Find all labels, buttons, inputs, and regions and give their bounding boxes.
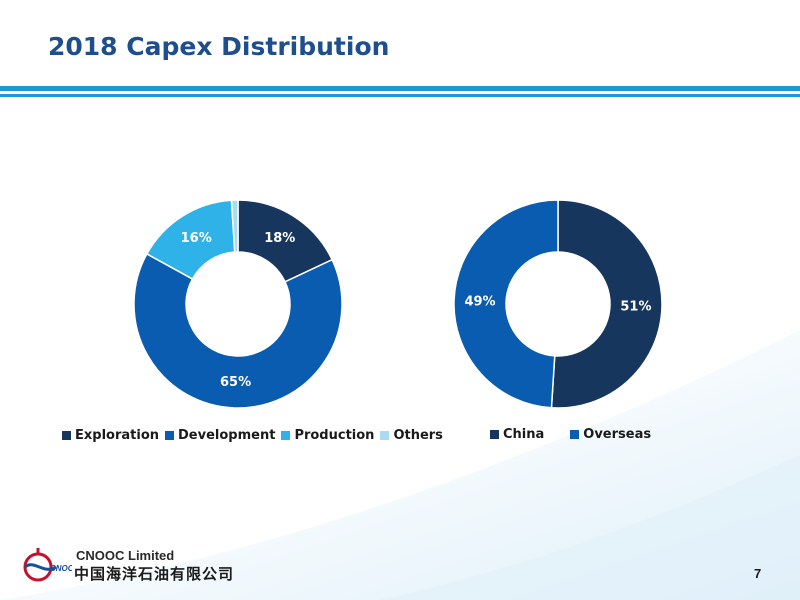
legend-swatch-production: [281, 431, 291, 440]
legend-label-development: Development: [178, 428, 276, 443]
data-label-exploration: 18%: [264, 231, 295, 246]
slice-overseas: [453, 199, 559, 409]
logo-text: CNOOC: [50, 564, 72, 573]
slice-others: [230, 199, 239, 253]
data-label-china: 51%: [620, 299, 651, 314]
legend-swatch-overseas: [570, 430, 580, 439]
page-number: 7: [754, 566, 762, 581]
data-label-production: 16%: [181, 231, 212, 246]
legend-item-development: Development: [165, 428, 275, 443]
legend-item-others: Others: [380, 428, 443, 443]
title-rule-top: [0, 86, 800, 91]
legend-item-china: China: [490, 427, 544, 442]
page-title: 2018 Capex Distribution: [48, 32, 390, 61]
legend-label-others: Others: [393, 428, 443, 443]
legend-item-overseas: Overseas: [570, 427, 651, 442]
legend-label-production: Production: [294, 428, 375, 443]
legend-swatch-development: [165, 431, 174, 440]
legend-swatch-others: [380, 431, 390, 440]
slice-development: [133, 252, 343, 409]
company-name-chinese: 中国海洋石油有限公司: [74, 565, 235, 583]
company-name-english: CNOOC Limited: [76, 548, 175, 563]
cnooc-logo-icon: CNOOC: [23, 548, 72, 582]
legend-swatch-china: [490, 430, 499, 439]
slice-china: [550, 199, 663, 409]
legend-label-china: China: [503, 427, 545, 442]
legend-item-production: Production: [281, 428, 374, 443]
capex-by-stage-donut: 18% 65% 16%: [133, 199, 343, 409]
capex-by-region-legend: China Overseas: [490, 427, 677, 442]
data-label-overseas: 49%: [464, 295, 495, 310]
legend-swatch-exploration: [62, 431, 71, 440]
capex-by-stage-legend: Exploration Development Production Others: [62, 428, 449, 443]
capex-by-region-donut: 51% 49%: [453, 199, 663, 409]
title-rule-bottom: [0, 94, 800, 97]
legend-label-exploration: Exploration: [75, 428, 159, 443]
legend-item-exploration: Exploration: [62, 428, 159, 443]
data-label-development: 65%: [220, 375, 251, 390]
legend-label-overseas: Overseas: [583, 427, 652, 442]
